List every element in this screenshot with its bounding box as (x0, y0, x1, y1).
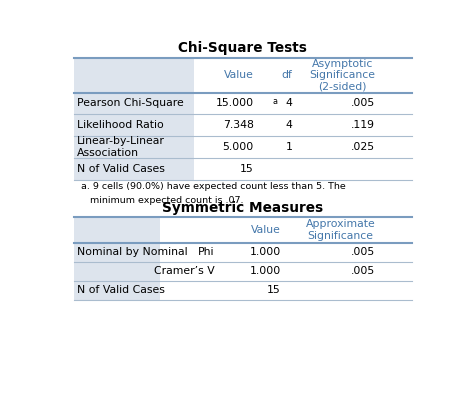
Text: df: df (282, 70, 292, 80)
Text: .119: .119 (351, 120, 375, 130)
Bar (295, 93, 378, 114)
Bar (194, 136, 256, 158)
Text: 4: 4 (285, 98, 292, 108)
Bar (74, 158, 194, 180)
Text: Symmetric Measures: Symmetric Measures (163, 200, 323, 215)
Bar (218, 242, 283, 262)
Text: 15: 15 (267, 285, 281, 295)
Text: 4: 4 (285, 120, 292, 130)
Text: Linear-by-Linear
Association: Linear-by-Linear Association (77, 136, 165, 158)
Bar (74, 58, 194, 93)
Text: .005: .005 (351, 247, 375, 257)
Bar (74, 281, 160, 300)
Text: .025: .025 (351, 142, 375, 152)
Text: Cramer’s V: Cramer’s V (154, 266, 215, 276)
Text: 5.000: 5.000 (222, 142, 254, 152)
Text: Pearson Chi-Square: Pearson Chi-Square (77, 98, 183, 108)
Text: Phi: Phi (198, 247, 215, 257)
Bar (160, 242, 218, 262)
Text: Chi-Square Tests: Chi-Square Tests (179, 41, 307, 55)
Bar (256, 158, 295, 180)
Bar (74, 217, 160, 242)
Bar (160, 281, 218, 300)
Bar (283, 217, 378, 242)
Bar (256, 114, 295, 136)
Bar (74, 262, 160, 281)
Bar (256, 58, 295, 93)
Text: 15: 15 (240, 164, 254, 174)
Bar (295, 136, 378, 158)
Text: 1: 1 (285, 142, 292, 152)
Bar (160, 217, 218, 242)
Bar (74, 114, 194, 136)
Text: .005: .005 (351, 266, 375, 276)
Text: 1.000: 1.000 (249, 266, 281, 276)
Bar (256, 136, 295, 158)
Text: 1.000: 1.000 (249, 247, 281, 257)
Text: N of Valid Cases: N of Valid Cases (77, 285, 165, 295)
Bar (160, 262, 218, 281)
Bar (74, 93, 194, 114)
Text: Likelihood Ratio: Likelihood Ratio (77, 120, 164, 130)
Text: Approximate
Significance: Approximate Significance (305, 219, 375, 241)
Text: .005: .005 (351, 98, 375, 108)
Bar (194, 114, 256, 136)
Bar (74, 136, 194, 158)
Bar (295, 58, 378, 93)
Bar (283, 281, 378, 300)
Bar (256, 93, 295, 114)
Text: N of Valid Cases: N of Valid Cases (77, 164, 165, 174)
Text: a. 9 cells (90.0%) have expected count less than 5. The: a. 9 cells (90.0%) have expected count l… (82, 182, 346, 191)
Bar (218, 262, 283, 281)
Bar (283, 242, 378, 262)
Bar (283, 262, 378, 281)
Bar (295, 158, 378, 180)
Bar (194, 58, 256, 93)
Text: Asymptotic
Significance
(2-sided): Asymptotic Significance (2-sided) (309, 59, 375, 92)
Text: 7.348: 7.348 (223, 120, 254, 130)
Text: Nominal by Nominal: Nominal by Nominal (77, 247, 188, 257)
Bar (218, 281, 283, 300)
Text: 15.000: 15.000 (215, 98, 254, 108)
Text: minimum expected count is .07.: minimum expected count is .07. (82, 196, 244, 205)
Bar (194, 93, 256, 114)
Text: Value: Value (224, 70, 254, 80)
Bar (218, 217, 283, 242)
Text: Value: Value (251, 225, 281, 235)
Bar (295, 114, 378, 136)
Text: a: a (273, 97, 278, 107)
Bar (74, 242, 160, 262)
Bar (194, 158, 256, 180)
